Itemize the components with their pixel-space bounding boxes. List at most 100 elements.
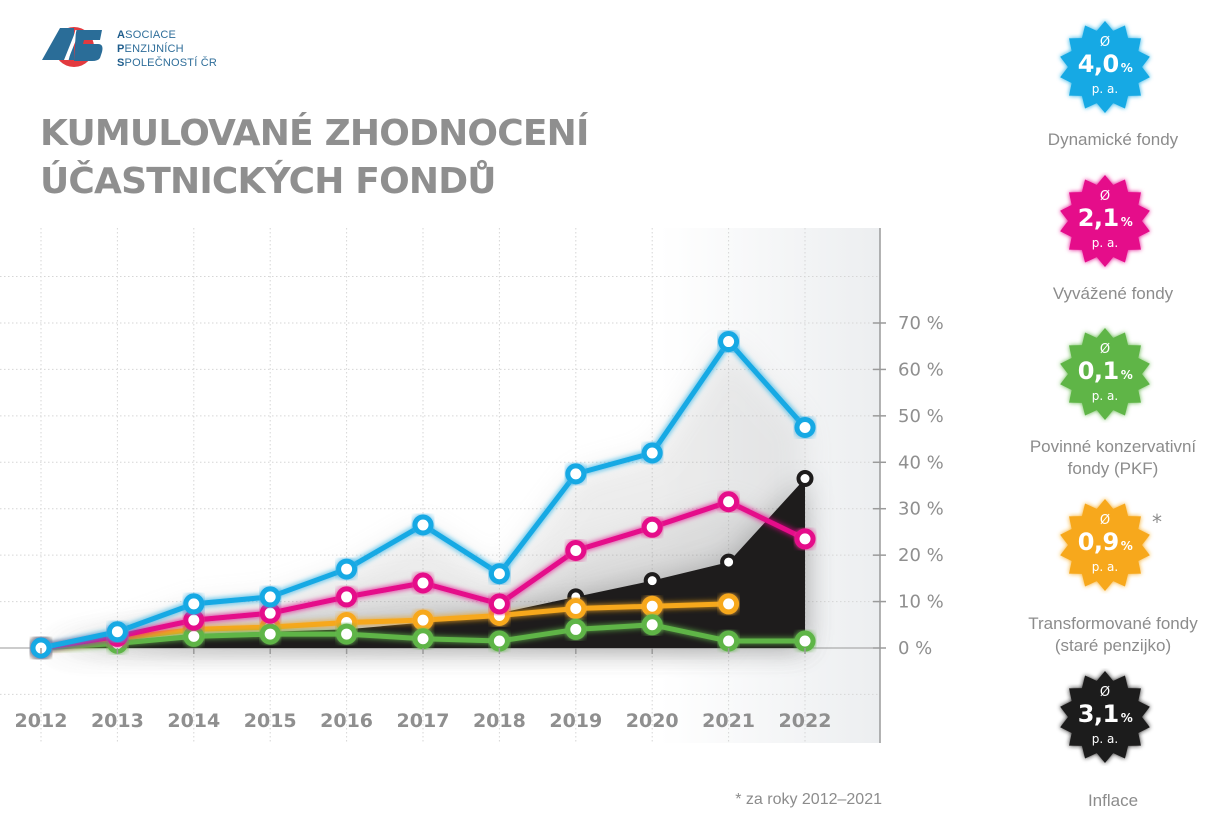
data-point bbox=[565, 463, 587, 485]
data-point bbox=[794, 630, 816, 652]
logo-word: SOCIACE bbox=[125, 29, 177, 41]
data-point bbox=[412, 609, 434, 631]
badge-dynamic: Ø 4,0% p. a. bbox=[1056, 18, 1154, 116]
data-point bbox=[412, 628, 434, 650]
data-point bbox=[794, 416, 816, 438]
cumulative-returns-chart: 0 % 10 % 20 % 30 % 40 % 50 % 60 % 70 % 2012 2013… bbox=[0, 228, 1000, 788]
data-point bbox=[565, 598, 587, 620]
data-point bbox=[412, 572, 434, 594]
x-tick-label: 2015 bbox=[244, 710, 297, 732]
data-point bbox=[183, 593, 205, 615]
title-line-2: ÚČASTNICKÝCH FONDŮ bbox=[40, 161, 497, 202]
logo-initial: S bbox=[117, 57, 125, 69]
logo-initial: P bbox=[117, 43, 125, 55]
y-tick-label: 0 % bbox=[898, 638, 932, 659]
x-tick-label: 2017 bbox=[397, 710, 450, 732]
inflation-point bbox=[796, 470, 814, 488]
badge-text: Ø 3,1% p. a. bbox=[1056, 668, 1154, 766]
asterisk-marker: * bbox=[1152, 510, 1162, 534]
data-point bbox=[259, 602, 281, 624]
data-point bbox=[412, 514, 434, 536]
data-point bbox=[565, 618, 587, 640]
data-point bbox=[488, 563, 510, 585]
x-tick-label: 2013 bbox=[91, 710, 144, 732]
average-symbol: Ø bbox=[1099, 513, 1111, 528]
y-tick-label: 30 % bbox=[898, 499, 944, 520]
average-symbol: Ø bbox=[1099, 342, 1111, 357]
x-tick-label: 2012 bbox=[15, 710, 68, 732]
x-tick-label: 2020 bbox=[626, 710, 679, 732]
data-point bbox=[718, 331, 740, 353]
data-point bbox=[718, 630, 740, 652]
x-tick-label: 2014 bbox=[167, 710, 220, 732]
average-value: 0,1% bbox=[1077, 357, 1133, 385]
series-vyv-en-fondy bbox=[30, 491, 816, 659]
average-value: 0,9% bbox=[1077, 528, 1133, 556]
x-axis-ticks: 2012 2013 2014 2015 2016 2017 2018 2019 2020 2021… bbox=[15, 648, 832, 732]
legend-panel: Ø 4,0% p. a. Dynamické fondy Ø 2,1% p. a. Vyváž… bbox=[1000, 0, 1226, 828]
footnote: * za roky 2012–2021 bbox=[735, 791, 882, 808]
data-point bbox=[488, 630, 510, 652]
data-point bbox=[641, 516, 663, 538]
data-point bbox=[336, 558, 358, 580]
average-symbol: Ø bbox=[1099, 189, 1111, 204]
y-tick-label: 10 % bbox=[898, 592, 944, 613]
line-chart: 0 % 10 % 20 % 30 % 40 % 50 % 60 % 70 % 2012 2013… bbox=[0, 228, 944, 743]
x-tick-label: 2022 bbox=[779, 710, 832, 732]
starburst-icon bbox=[1060, 328, 1150, 420]
badge-text: Ø 0,9% p. a. bbox=[1056, 496, 1154, 594]
page-title: KUMULOVANÉ ZHODNOCENÍ ÚČASTNICKÝCH FONDŮ bbox=[40, 110, 589, 206]
data-point bbox=[259, 623, 281, 645]
y-tick-label: 70 % bbox=[898, 313, 944, 334]
series-lines bbox=[30, 331, 816, 659]
x-tick-label: 2019 bbox=[549, 710, 602, 732]
series-dynamick-fondy bbox=[30, 331, 816, 659]
y-tick-label: 40 % bbox=[898, 452, 944, 473]
data-point bbox=[794, 528, 816, 550]
data-point bbox=[641, 614, 663, 636]
average-symbol: Ø bbox=[1099, 35, 1111, 50]
data-point bbox=[336, 623, 358, 645]
y-tick-label: 50 % bbox=[898, 406, 944, 427]
data-point bbox=[106, 621, 128, 643]
y-axis-ticks: 0 % 10 % 20 % 30 % 40 % 50 % 60 % 70 % bbox=[873, 313, 944, 659]
starburst-icon bbox=[1060, 671, 1150, 763]
aps-logo-icon bbox=[42, 27, 103, 67]
inflation-point bbox=[720, 553, 738, 571]
legend-label: Transformované fondy (staré penzijko) bbox=[1028, 614, 1198, 655]
badge-transformed: Ø 0,9% p. a. bbox=[1056, 496, 1154, 594]
data-point bbox=[565, 539, 587, 561]
badge-inflation: Ø 3,1% p. a. bbox=[1056, 668, 1154, 766]
period-label: p. a. bbox=[1091, 82, 1119, 96]
legend-label: Inflace bbox=[1087, 791, 1139, 810]
starburst-icon bbox=[1060, 21, 1150, 113]
data-point bbox=[183, 609, 205, 631]
data-point bbox=[183, 625, 205, 647]
starburst-icon bbox=[1060, 499, 1150, 591]
data-point bbox=[718, 593, 740, 615]
average-value: 2,1% bbox=[1077, 204, 1133, 232]
data-point bbox=[718, 491, 740, 513]
legend-label: Povinné konzervativní fondy (PKF) bbox=[1029, 437, 1197, 478]
inflation-point bbox=[643, 572, 661, 590]
badge-text: Ø 4,0% p. a. bbox=[1056, 18, 1154, 116]
period-label: p. a. bbox=[1091, 732, 1119, 746]
badge-pkf: Ø 0,1% p. a. bbox=[1056, 325, 1154, 423]
data-point bbox=[336, 586, 358, 608]
average-symbol: Ø bbox=[1099, 685, 1111, 700]
data-point bbox=[259, 586, 281, 608]
badge-balanced: Ø 2,1% p. a. bbox=[1056, 172, 1154, 270]
logo-word: POLEČNOSTÍ ČR bbox=[124, 57, 217, 69]
x-tick-label: 2018 bbox=[473, 710, 526, 732]
average-value: 4,0% bbox=[1077, 50, 1133, 78]
period-label: p. a. bbox=[1091, 236, 1119, 250]
y-tick-label: 20 % bbox=[898, 545, 944, 566]
data-point bbox=[641, 442, 663, 464]
average-value: 3,1% bbox=[1077, 700, 1133, 728]
data-point bbox=[488, 593, 510, 615]
period-label: p. a. bbox=[1091, 560, 1119, 574]
legend-label: Vyvážené fondy bbox=[1052, 284, 1174, 303]
y-tick-label: 60 % bbox=[898, 359, 944, 380]
starburst-icon bbox=[1060, 175, 1150, 267]
title-line-1: KUMULOVANÉ ZHODNOCENÍ bbox=[40, 113, 589, 154]
